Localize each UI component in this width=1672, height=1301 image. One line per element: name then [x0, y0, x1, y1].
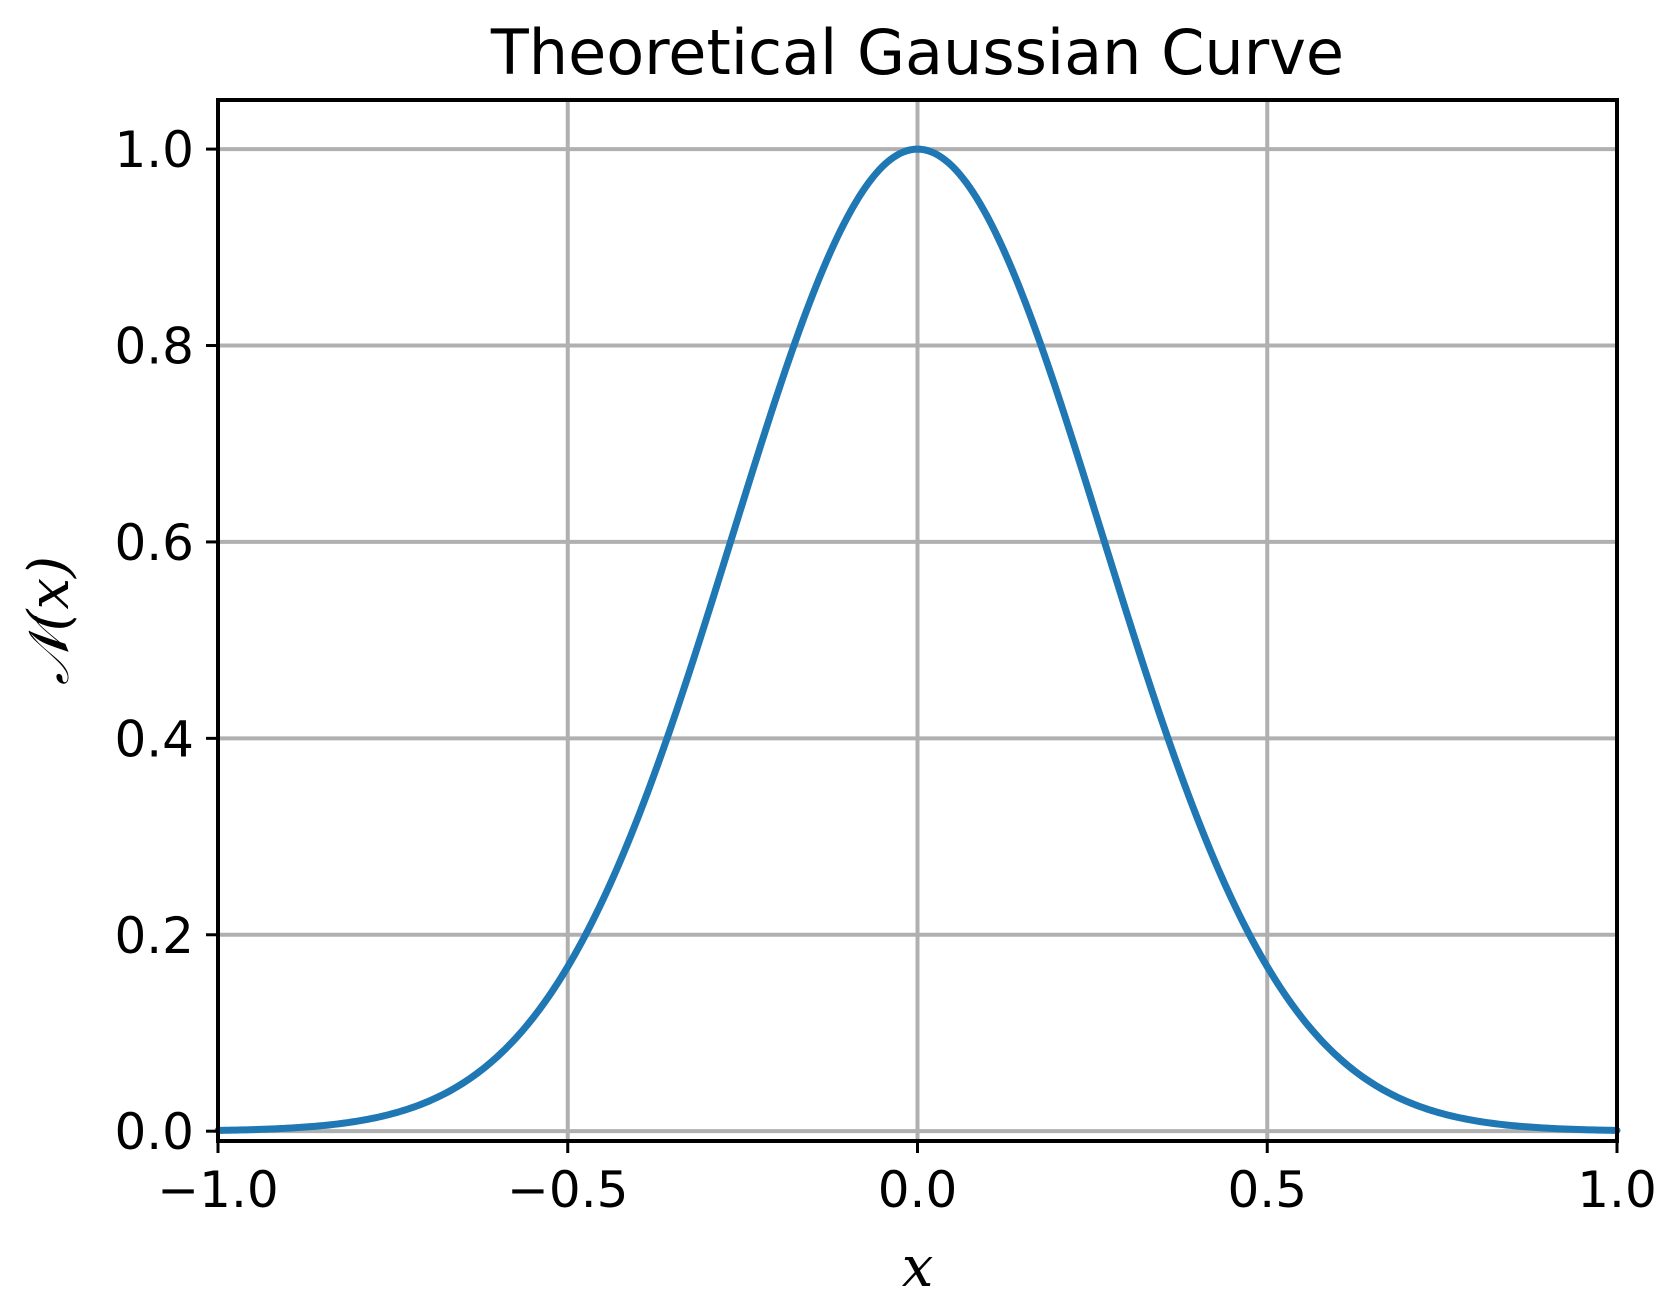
x-tick-label: 0.5 — [1227, 1161, 1307, 1219]
y-tick-labels: 0.0 0.2 0.4 0.6 0.8 1.0 — [114, 121, 194, 1161]
x-tick-labels: −1.0 −0.5 0.0 0.5 1.0 — [157, 1161, 1656, 1219]
y-tick-label: 0.8 — [114, 318, 194, 376]
x-tick-label: −0.5 — [507, 1161, 628, 1219]
series-layer — [214, 145, 1621, 1134]
x-tick-label: 1.0 — [1577, 1161, 1657, 1219]
y-axis-label: 𝒩(x) — [17, 556, 82, 685]
y-tick-label: 0.4 — [114, 710, 194, 768]
y-tick-label: 0.6 — [114, 514, 194, 572]
x-axis-label: x — [902, 1235, 934, 1300]
tick-marks — [206, 147, 1619, 1153]
gaussian-series-line — [214, 145, 1621, 1134]
grid-lines — [216, 100, 1619, 1141]
x-tick-label: −1.0 — [157, 1161, 278, 1219]
y-tick-label: 1.0 — [114, 121, 194, 179]
chart-title: Theoretical Gaussian Curve — [490, 16, 1344, 89]
x-tick-label: 0.0 — [878, 1161, 958, 1219]
y-tick-label: 0.2 — [114, 907, 194, 965]
y-tick-label: 0.0 — [114, 1103, 194, 1161]
